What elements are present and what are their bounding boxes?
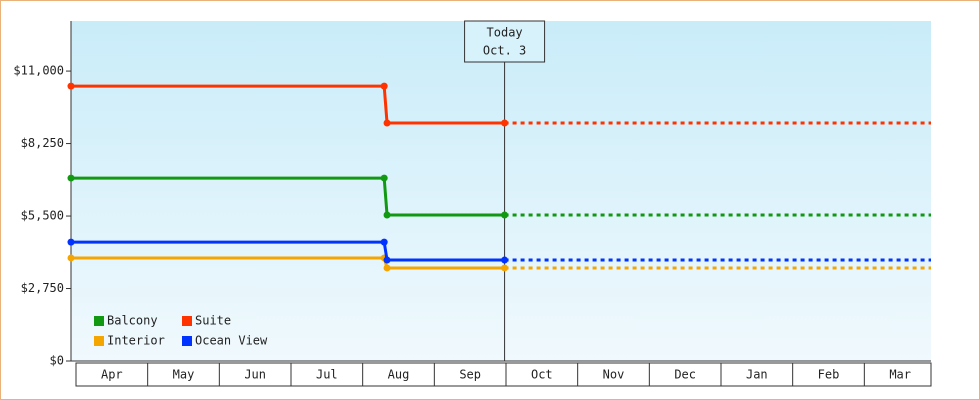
legend-label: Suite: [195, 314, 231, 328]
point: [501, 119, 509, 127]
x-tick-label: Oct: [531, 368, 553, 382]
x-tick-label: Nov: [603, 368, 625, 382]
x-tick-label: Apr: [101, 368, 123, 382]
point: [67, 238, 75, 246]
x-tick-label: Sep: [459, 368, 481, 382]
legend-label: Interior: [107, 334, 165, 348]
series-line: [71, 240, 505, 262]
legend-swatch: [94, 336, 104, 346]
today-label: Today: [487, 26, 523, 40]
x-tick-label: Aug: [388, 368, 410, 382]
point: [501, 211, 509, 219]
legend-label: Ocean View: [195, 334, 268, 348]
point: [67, 254, 75, 262]
month-row: [75, 362, 932, 387]
point: [67, 174, 75, 182]
legend-swatch: [94, 316, 104, 326]
point: [67, 82, 75, 90]
today-label: Oct. 3: [483, 44, 526, 58]
point: [501, 256, 509, 264]
series-line: [71, 84, 505, 125]
y-tick-label: $0: [50, 354, 64, 368]
point: [501, 264, 509, 272]
x-tick-label: Dec: [674, 368, 696, 382]
legend-swatch: [182, 316, 192, 326]
series-line: [71, 176, 505, 217]
point: [383, 119, 391, 127]
legend-swatch: [182, 336, 192, 346]
x-tick-label: Feb: [818, 368, 840, 382]
x-tick-label: Jul: [316, 368, 338, 382]
point: [383, 211, 391, 219]
point: [380, 82, 388, 90]
point: [380, 238, 388, 246]
point: [383, 264, 391, 272]
point: [380, 174, 388, 182]
y-tick-label: $8,250: [21, 136, 64, 150]
x-tick-label: Jan: [746, 368, 768, 382]
x-tick-label: May: [173, 368, 195, 382]
plot-area: [71, 21, 931, 361]
legend-label: Balcony: [107, 314, 158, 328]
today-box: [464, 20, 546, 63]
x-tick-label: Mar: [889, 368, 911, 382]
point: [383, 256, 391, 264]
y-tick-label: $2,750: [21, 281, 64, 295]
x-tick-label: Jun: [244, 368, 266, 382]
y-tick-label: $11,000: [13, 64, 64, 78]
y-tick-label: $5,500: [21, 209, 64, 223]
